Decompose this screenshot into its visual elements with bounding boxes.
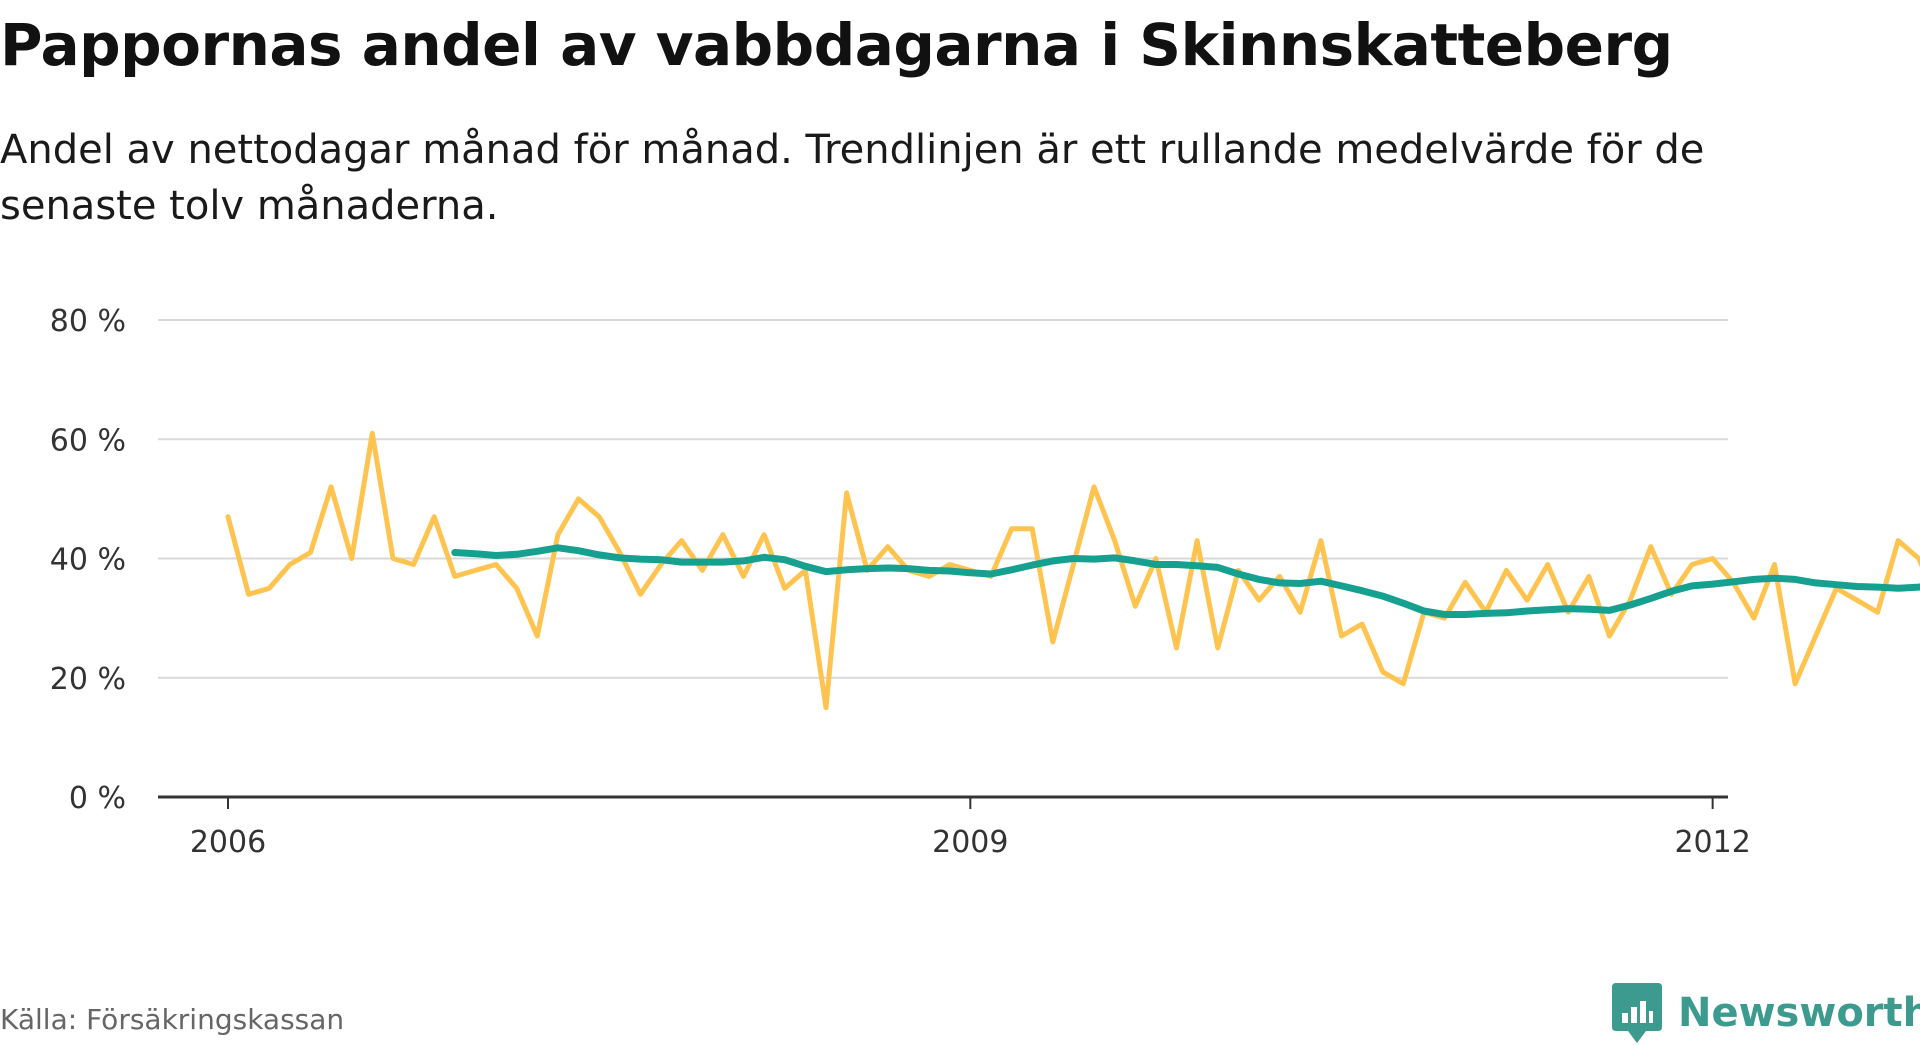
y-tick-label: 40 % [50, 543, 126, 578]
brand-logo[interactable]: Newsworthy [1612, 980, 1920, 1046]
x-tick-label: 2009 [932, 825, 1008, 860]
brand-name: Newsworthy [1678, 990, 1920, 1036]
trend-line [451, 544, 1920, 618]
y-tick-label: 60 % [50, 423, 126, 458]
x-axis-ticks: 2006200920122015201820212023 [190, 797, 1751, 860]
source-note: Källa: Försäkringskassan [0, 1003, 345, 1036]
series [225, 430, 1920, 711]
y-tick-label: 20 % [50, 662, 126, 697]
y-tick-label: 80 % [50, 304, 126, 339]
gridlines [158, 319, 1728, 799]
x-tick-label: 2006 [190, 825, 266, 860]
y-axis-ticks: 0 % 20 % 40 % 60 % 80 % [50, 304, 126, 816]
chart-title: Pappornas andel av vabbdagarna i Skinnsk… [0, 11, 1673, 79]
x-tick-label: 2012 [1674, 825, 1750, 860]
chart-subtitle: Andel av nettodagar månad för månad. Tre… [0, 127, 1705, 229]
y-tick-label: 0 % [69, 781, 126, 816]
monthly-line [225, 430, 1920, 711]
newsworthy-logo-icon [1612, 983, 1662, 1043]
